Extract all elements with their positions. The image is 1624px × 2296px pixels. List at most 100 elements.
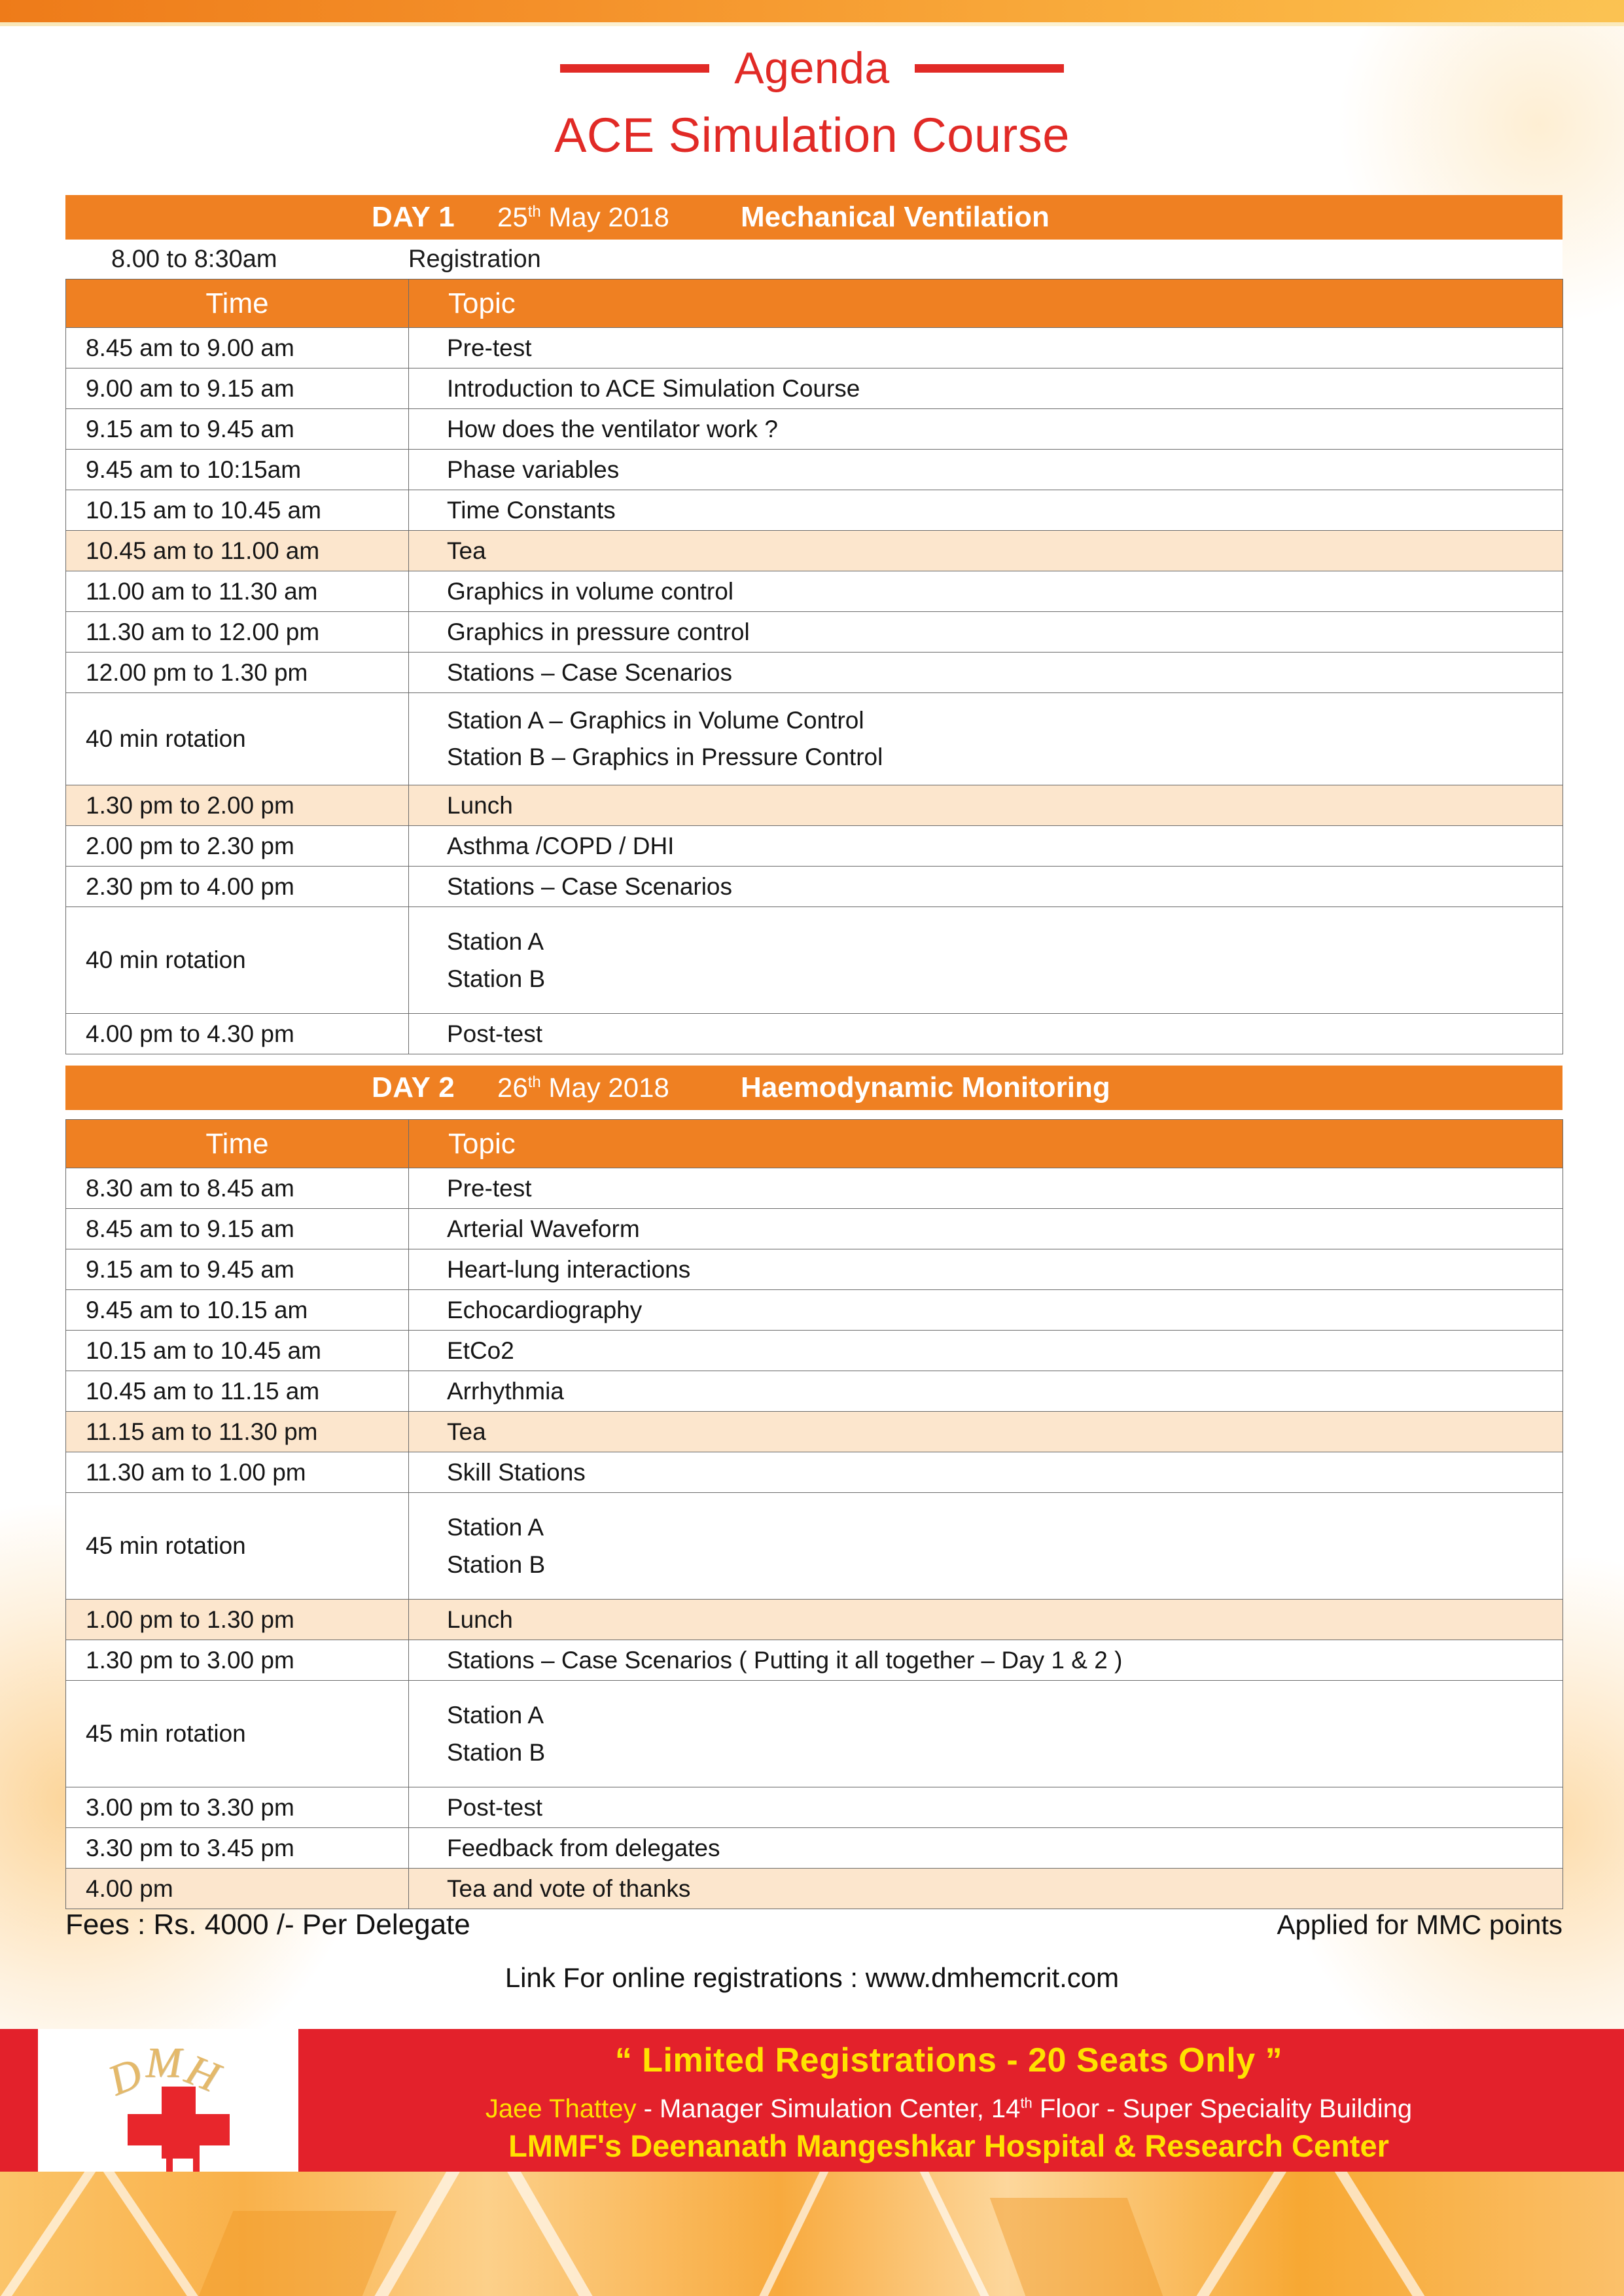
table-row: 3.30 pm to 3.45 pm Feedback from delegate… bbox=[65, 1827, 1563, 1869]
row-time: 45 min rotation bbox=[65, 1680, 409, 1787]
row-time: 2.30 pm to 4.00 pm bbox=[65, 866, 409, 908]
table-row: 40 min rotation Station A – Graphics in V… bbox=[65, 692, 1563, 786]
rule-left-icon bbox=[560, 63, 710, 73]
row-topic: Graphics in volume control bbox=[408, 571, 1563, 612]
row-time: 1.00 pm to 1.30 pm bbox=[65, 1599, 409, 1640]
day1-registration-row: 8.00 to 8:30am Registration bbox=[65, 240, 1562, 279]
row-topic: Station A Station B bbox=[408, 1492, 1563, 1600]
row-time: 10.15 am to 10.45 am bbox=[65, 490, 409, 531]
day2-banner: DAY 2 26th May 2018 Haemodynamic Monitor… bbox=[65, 1066, 1562, 1110]
table-row: 10.15 am to 10.45 am EtCo2 bbox=[65, 1330, 1563, 1371]
row-topic: Station A Station B bbox=[408, 906, 1563, 1014]
row-time: 10.15 am to 10.45 am bbox=[65, 1330, 409, 1371]
table-row: 9.15 am to 9.45 am How does the ventilato… bbox=[65, 408, 1563, 450]
logo-letter-m: M bbox=[145, 2039, 191, 2087]
row-time: 9.00 am to 9.15 am bbox=[65, 368, 409, 409]
table-row: 2.30 pm to 4.00 pm Stations – Case Scenar… bbox=[65, 866, 1563, 908]
row-topic: EtCo2 bbox=[408, 1330, 1563, 1371]
row-time: 4.00 pm bbox=[65, 1868, 409, 1909]
row-topic-line: Station A bbox=[447, 1702, 544, 1729]
hospital-name: LMMF's Deenanath Mangeshkar Hospital & R… bbox=[508, 2128, 1389, 2163]
day2-header-row: Time Topic bbox=[65, 1119, 1563, 1168]
row-topic: Stations – Case Scenarios bbox=[408, 652, 1563, 693]
row-time: 45 min rotation bbox=[65, 1492, 409, 1600]
rule-right-icon bbox=[914, 63, 1064, 73]
table-row: 2.00 pm to 2.30 pm Asthma /COPD / DHI bbox=[65, 825, 1563, 867]
row-topic-line: Station B bbox=[447, 1739, 546, 1766]
row-topic-line: Station A bbox=[447, 1514, 544, 1541]
day2-theme: Haemodynamic Monitoring bbox=[741, 1071, 1110, 1103]
day1-col-topic: Topic bbox=[408, 279, 1563, 328]
table-row: 11.30 am to 1.00 pm Skill Stations bbox=[65, 1452, 1563, 1493]
table-row: 1.30 pm to 3.00 pm Stations – Case Scenar… bbox=[65, 1640, 1563, 1681]
row-time: 40 min rotation bbox=[65, 692, 409, 786]
row-topic-line: Station A – Graphics in Volume Control bbox=[447, 707, 864, 734]
row-topic: Stations – Case Scenarios bbox=[408, 866, 1563, 908]
table-row: 10.45 am to 11.15 am Arrhythmia bbox=[65, 1371, 1563, 1412]
table-row: 45 min rotation Station A Station B bbox=[65, 1680, 1563, 1787]
fees-text: Fees : Rs. 4000 /- Per Delegate bbox=[65, 1909, 470, 1941]
day1-header-row: Time Topic bbox=[65, 279, 1563, 328]
fees-row: Fees : Rs. 4000 /- Per Delegate Applied … bbox=[65, 1909, 1562, 1941]
row-topic: Introduction to ACE Simulation Course bbox=[408, 368, 1563, 409]
row-topic: Asthma /COPD / DHI bbox=[408, 825, 1563, 867]
table-row: 10.15 am to 10.45 am Time Constants bbox=[65, 490, 1563, 531]
row-topic-line: Station B bbox=[447, 965, 546, 993]
row-topic: Tea bbox=[408, 530, 1563, 571]
day2-col-time: Time bbox=[65, 1119, 409, 1168]
row-time: 10.45 am to 11.00 am bbox=[65, 530, 409, 571]
table-row: 11.30 am to 12.00 pm Graphics in pressure… bbox=[65, 611, 1563, 653]
row-topic: Station A – Graphics in Volume Control St… bbox=[408, 692, 1563, 786]
day1-date: 25th May 2018 bbox=[497, 202, 669, 232]
row-time: 1.30 pm to 2.00 pm bbox=[65, 785, 409, 827]
row-time: 9.15 am to 9.45 am bbox=[65, 408, 409, 450]
day1-label: DAY 1 bbox=[372, 201, 455, 233]
row-topic-line: Station A bbox=[447, 928, 544, 956]
registration-link-text[interactable]: Link For online registrations : www.dmhe… bbox=[504, 1962, 1120, 1993]
bottom-decorative-art bbox=[0, 2172, 1624, 2296]
row-topic-line: Station B bbox=[447, 1551, 546, 1578]
row-topic: Post-test bbox=[408, 1787, 1563, 1828]
table-row: 12.00 pm to 1.30 pm Stations – Case Scena… bbox=[65, 652, 1563, 693]
day2-section: DAY 2 26th May 2018 Haemodynamic Monitor… bbox=[65, 1066, 1563, 1909]
row-topic: Post-test bbox=[408, 1013, 1563, 1055]
row-time: 9.15 am to 9.45 am bbox=[65, 1249, 409, 1290]
day1-registration-time: 8.00 to 8:30am bbox=[111, 245, 277, 273]
row-time: 11.30 am to 1.00 pm bbox=[65, 1452, 409, 1493]
footer-text-block: “ Limited Registrations - 20 Seats Only … bbox=[308, 2029, 1590, 2214]
row-time: 1.30 pm to 3.00 pm bbox=[65, 1640, 409, 1681]
day2-col-topic: Topic bbox=[408, 1119, 1563, 1168]
table-row: 1.00 pm to 1.30 pm Lunch bbox=[65, 1599, 1563, 1640]
row-topic: Feedback from delegates bbox=[408, 1827, 1563, 1869]
table-row: 4.00 pm Tea and vote of thanks bbox=[65, 1868, 1563, 1909]
row-topic: Pre-test bbox=[408, 1168, 1563, 1209]
dmh-letters: DMH bbox=[70, 2039, 266, 2105]
day1-table: Time Topic 8.45 am to 9.00 am Pre-test 9.0… bbox=[65, 279, 1563, 1055]
row-topic: Skill Stations bbox=[408, 1452, 1563, 1493]
table-row: 45 min rotation Station A Station B bbox=[65, 1492, 1563, 1600]
day1-registration-topic: Registration bbox=[408, 245, 541, 273]
row-time: 9.45 am to 10:15am bbox=[65, 449, 409, 490]
day2-label: DAY 2 bbox=[372, 1071, 455, 1103]
row-time: 8.45 am to 9.15 am bbox=[65, 1208, 409, 1249]
row-time: 11.00 am to 11.30 am bbox=[65, 571, 409, 612]
day2-banner-gap bbox=[65, 1110, 1562, 1119]
table-row: 8.45 am to 9.15 am Arterial Waveform bbox=[65, 1208, 1563, 1249]
music-note-stem-b-icon bbox=[193, 2144, 200, 2186]
poster-header: Agenda ACE Simulation Course bbox=[0, 46, 1624, 163]
table-row: 8.30 am to 8.45 am Pre-test bbox=[65, 1168, 1563, 1209]
row-topic: Pre-test bbox=[408, 327, 1563, 368]
table-row: 4.00 pm to 4.30 pm Post-test bbox=[65, 1013, 1563, 1055]
day1-banner: DAY 1 25th May 2018 Mechanical Ventilati… bbox=[65, 195, 1562, 240]
row-time: 40 min rotation bbox=[65, 906, 409, 1014]
table-row: 10.45 am to 11.00 am Tea bbox=[65, 530, 1563, 571]
agenda-title-row: Agenda bbox=[0, 46, 1624, 90]
table-row: 8.45 am to 9.00 am Pre-test bbox=[65, 327, 1563, 368]
row-topic: Stations – Case Scenarios ( Putting it a… bbox=[408, 1640, 1563, 1681]
agenda-label: Agenda bbox=[734, 43, 890, 93]
table-row: 1.30 pm to 2.00 pm Lunch bbox=[65, 785, 1563, 827]
row-topic: Heart-lung interactions bbox=[408, 1249, 1563, 1290]
music-note-stem-a-icon bbox=[166, 2144, 173, 2186]
day2-body: 8.30 am to 8.45 am Pre-test 8.45 am to 9.1… bbox=[65, 1168, 1563, 1909]
